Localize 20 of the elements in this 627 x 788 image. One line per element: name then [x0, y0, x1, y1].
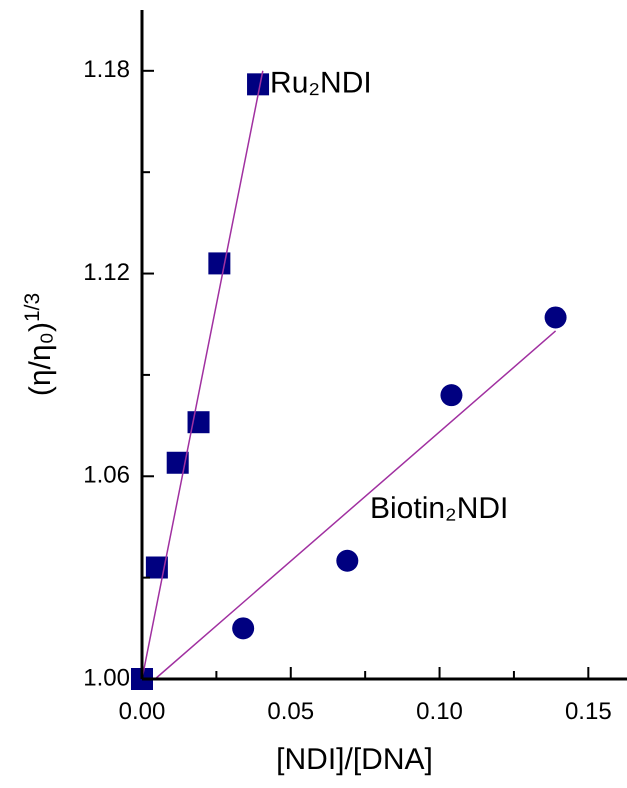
y-tick-label: 1.00	[83, 664, 130, 692]
x-axis-title: [NDI]/[DNA]	[276, 743, 433, 776]
point	[247, 73, 270, 96]
y-tick-label: 1.18	[83, 56, 130, 84]
y-tick-label: 1.06	[83, 462, 130, 489]
series-label: Biotin₂NDI	[370, 492, 508, 525]
x-tick-label: 0.05	[267, 698, 314, 725]
x-tick-label: 0.15	[564, 698, 612, 725]
point	[232, 617, 254, 640]
point	[440, 384, 462, 406]
series-label: Ru₂NDI	[270, 66, 372, 100]
x-tick-label: 0.10	[416, 698, 463, 725]
y-tick-label: 1.12	[83, 258, 130, 286]
point	[188, 411, 210, 434]
point	[208, 252, 230, 274]
point	[336, 550, 358, 572]
point	[146, 556, 168, 578]
point	[166, 452, 189, 474]
x-tick-label: 0.00	[118, 698, 166, 725]
point	[544, 306, 567, 328]
